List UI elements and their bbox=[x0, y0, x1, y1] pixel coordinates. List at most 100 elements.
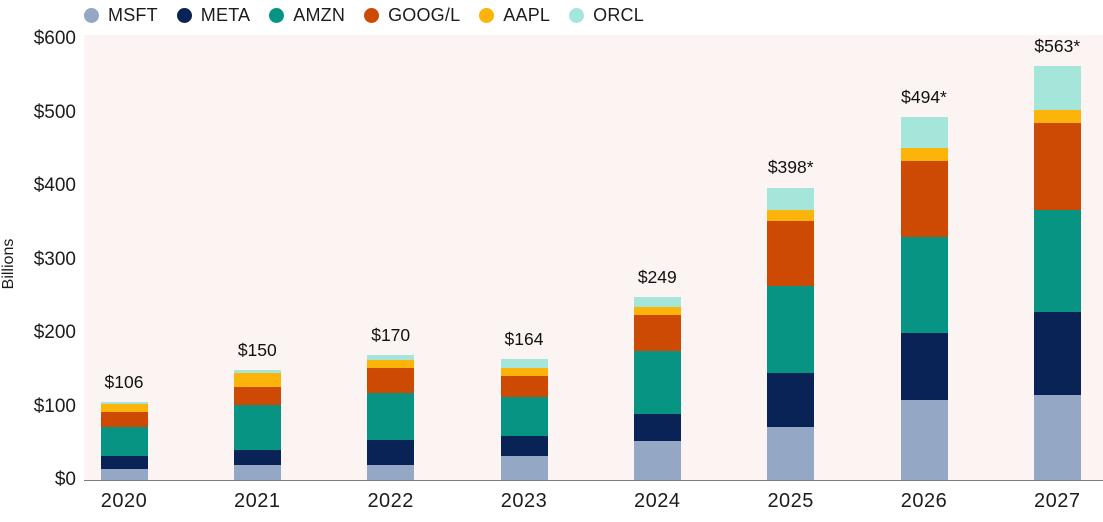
bar-2025 bbox=[767, 187, 815, 480]
bar-segment-msft-2023 bbox=[500, 455, 548, 480]
x-axis-label-2020: 2020 bbox=[100, 490, 148, 512]
bar-segment-aapl-2027 bbox=[1033, 110, 1081, 123]
y-tick-500: $500 bbox=[33, 101, 76, 123]
bar-segment-goog-l-2025 bbox=[767, 221, 815, 286]
total-label-2022: $170 bbox=[371, 325, 411, 346]
x-axis-label-2024: 2024 bbox=[634, 490, 681, 512]
y-tick-600: $600 bbox=[33, 28, 76, 49]
total-label-2024: $249 bbox=[637, 267, 677, 287]
y-tick-0: $0 bbox=[54, 469, 76, 490]
bar-segment-aapl-2020 bbox=[100, 404, 148, 413]
legend-label-aapl: AAPL bbox=[503, 4, 551, 25]
total-label-2021: $150 bbox=[237, 339, 277, 360]
bar-segment-meta-2026 bbox=[900, 333, 948, 400]
bar-segment-orcl-2021 bbox=[233, 369, 281, 373]
total-label-2026: $494* bbox=[901, 86, 947, 107]
bar-segment-amzn-2021 bbox=[233, 405, 281, 450]
x-axis-label-2027: 2027 bbox=[1034, 490, 1081, 512]
bar-2022 bbox=[367, 355, 415, 480]
bar-2024 bbox=[633, 297, 681, 480]
bar-segment-orcl-2025 bbox=[767, 187, 815, 210]
legend-item-orcl: ORCL bbox=[569, 5, 644, 26]
bar-segment-goog-l-2020 bbox=[100, 412, 148, 428]
bar-segment-msft-2021 bbox=[233, 464, 281, 480]
legend-label-orcl: ORCL bbox=[593, 4, 644, 25]
bar-segment-meta-2020 bbox=[100, 455, 148, 469]
bar-segment-amzn-2025 bbox=[767, 286, 815, 374]
bar-2023 bbox=[500, 359, 548, 480]
x-axis-label-2025: 2025 bbox=[767, 490, 814, 512]
bar-segment-amzn-2020 bbox=[100, 427, 148, 456]
y-tick-300: $300 bbox=[33, 248, 76, 270]
bar-segment-goog-l-2024 bbox=[633, 315, 681, 351]
legend-label-goog-l: GOOG/L bbox=[388, 4, 461, 25]
bar-segment-aapl-2021 bbox=[233, 372, 281, 388]
legend-item-amzn: AMZN bbox=[269, 5, 345, 26]
legend-item-aapl: AAPL bbox=[479, 5, 550, 26]
bar-segment-goog-l-2026 bbox=[900, 161, 948, 237]
bar-segment-msft-2024 bbox=[633, 441, 681, 480]
bar-segment-amzn-2022 bbox=[367, 392, 415, 440]
plot-area: $106 $150 $170 $164 $249 $398* $494* $563* bbox=[84, 35, 1103, 481]
legend-dot-goog-l-icon bbox=[364, 7, 380, 23]
legend-item-meta: META bbox=[176, 4, 251, 26]
y-tick-200: $200 bbox=[33, 322, 76, 343]
legend-label-amzn: AMZN bbox=[293, 4, 346, 25]
bar-segment-orcl-2026 bbox=[900, 116, 948, 148]
x-axis-label-2023: 2023 bbox=[500, 490, 548, 512]
bar-segment-orcl-2020 bbox=[100, 402, 148, 405]
bar-segment-orcl-2022 bbox=[367, 355, 415, 361]
bar-segment-orcl-2024 bbox=[633, 297, 681, 308]
legend-dot-aapl-icon bbox=[479, 7, 495, 23]
bar-segment-msft-2026 bbox=[900, 399, 948, 480]
x-axis-label-2026: 2026 bbox=[900, 490, 948, 512]
bar-segment-meta-2022 bbox=[367, 439, 415, 465]
legend-item-goog-l: GOOG/L bbox=[364, 5, 460, 26]
bar-segment-orcl-2027 bbox=[1033, 66, 1081, 111]
total-label-2023: $164 bbox=[504, 329, 544, 350]
total-label-2027: $563* bbox=[1034, 36, 1081, 57]
bar-segment-goog-l-2021 bbox=[233, 387, 281, 406]
y-tick-100: $100 bbox=[33, 395, 76, 417]
bar-segment-msft-2027 bbox=[1033, 395, 1081, 480]
legend-dot-msft-icon bbox=[84, 7, 99, 23]
legend-label-meta: META bbox=[200, 4, 251, 25]
bar-segment-aapl-2024 bbox=[633, 307, 681, 316]
bar-2020 bbox=[100, 402, 148, 480]
bar-segment-amzn-2023 bbox=[500, 396, 548, 436]
bar-2021 bbox=[233, 369, 281, 480]
legend-dot-meta-icon bbox=[176, 7, 192, 23]
bar-2026 bbox=[900, 116, 948, 480]
legend-dot-amzn-icon bbox=[269, 7, 285, 23]
legend-item-msft: MSFT bbox=[84, 5, 158, 26]
chart-legend: MSFT META AMZN GOOG/L AAPL ORCL bbox=[84, 1, 644, 29]
legend-dot-orcl-icon bbox=[569, 7, 585, 23]
bar-segment-amzn-2024 bbox=[633, 350, 681, 414]
bar-segment-goog-l-2023 bbox=[500, 376, 548, 397]
bar-segment-goog-l-2027 bbox=[1033, 122, 1081, 210]
bar-2027 bbox=[1033, 66, 1081, 480]
x-axis-label-2022: 2022 bbox=[367, 490, 414, 512]
bar-segment-msft-2025 bbox=[767, 427, 815, 480]
bar-segment-aapl-2026 bbox=[900, 147, 948, 162]
total-label-2025: $398* bbox=[767, 157, 814, 178]
bar-segment-goog-l-2022 bbox=[367, 368, 415, 393]
legend-label-msft: MSFT bbox=[108, 4, 158, 25]
bar-segment-meta-2024 bbox=[633, 413, 681, 442]
bar-segment-aapl-2022 bbox=[367, 360, 415, 369]
total-label-2020: $106 bbox=[104, 372, 144, 393]
bar-segment-msft-2022 bbox=[367, 464, 415, 480]
bar-segment-meta-2023 bbox=[500, 435, 548, 456]
bar-segment-amzn-2027 bbox=[1033, 209, 1081, 312]
bar-segment-meta-2021 bbox=[233, 449, 281, 465]
y-tick-400: $400 bbox=[33, 175, 76, 196]
y-axis: Billions $0 $100 $200 $300 $400 $500 $600 bbox=[0, 0, 76, 522]
bar-segment-msft-2020 bbox=[100, 468, 148, 480]
bar-segment-aapl-2023 bbox=[500, 367, 548, 377]
x-axis-label-2021: 2021 bbox=[234, 490, 281, 512]
bar-segment-aapl-2025 bbox=[767, 209, 815, 222]
bar-segment-amzn-2026 bbox=[900, 236, 948, 334]
bar-segment-meta-2027 bbox=[1033, 311, 1081, 396]
bar-segment-orcl-2023 bbox=[500, 359, 548, 368]
